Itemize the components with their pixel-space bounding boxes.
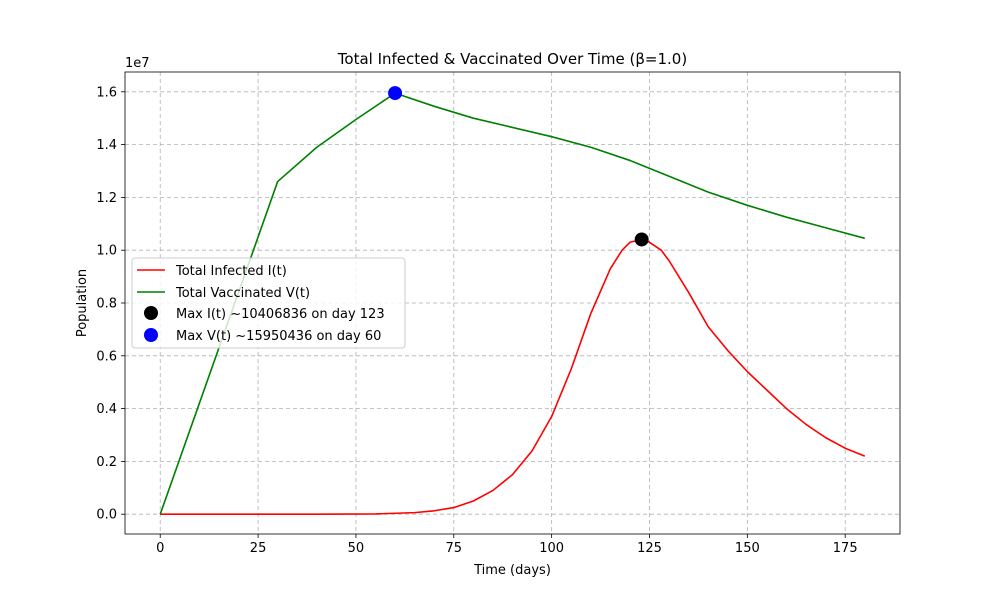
series-line-vaccinated xyxy=(159,92,865,515)
legend-label-max-infected: Max I(t) ~10406836 on day 123 xyxy=(176,307,385,322)
y-tick-label: 0.0 xyxy=(96,508,117,523)
x-tick-label: 175 xyxy=(833,541,858,556)
y-tick-label: 1.4 xyxy=(96,138,117,153)
legend-label-vaccinated: Total Vaccinated V(t) xyxy=(175,286,310,301)
series-line-infected xyxy=(160,238,866,516)
y-offset-label: 1e7 xyxy=(125,56,150,71)
x-tick-label: 150 xyxy=(735,541,760,556)
x-tick-label: 25 xyxy=(250,541,267,556)
max-vaccinated-marker xyxy=(388,86,403,101)
max-infected-marker xyxy=(634,232,649,247)
x-tick-label: 100 xyxy=(539,541,564,556)
tick-layer: 0 25 50 75 100 125 150 175 0.0 0.2 0.4 0.6 0.8 1.0 1.2… xyxy=(96,85,857,556)
marker-layer xyxy=(388,86,649,247)
y-tick-label: 1.2 xyxy=(96,191,117,206)
legend-marker-max-infected xyxy=(144,306,158,320)
series-layer xyxy=(159,92,866,516)
legend-box xyxy=(131,257,406,349)
x-tick-label: 125 xyxy=(637,541,662,556)
x-axis-label: Time (days) xyxy=(473,563,551,578)
x-tick-label: 0 xyxy=(156,541,164,556)
grid-layer xyxy=(125,72,900,534)
legend-marker-max-vaccinated xyxy=(144,328,158,342)
y-axis-label: Population xyxy=(75,269,90,337)
x-tick-label: 75 xyxy=(446,541,463,556)
y-tick-label: 0.2 xyxy=(96,455,117,470)
chart-title: Total Infected & Vaccinated Over Time (β… xyxy=(337,50,687,68)
legend-label-infected: Total Infected I(t) xyxy=(175,264,287,279)
legend: Total Infected I(t) Total Vaccinated V(t… xyxy=(131,257,406,349)
legend-label-max-vaccinated: Max V(t) ~15950436 on day 60 xyxy=(176,329,381,344)
x-tick-label: 50 xyxy=(348,541,365,556)
y-tick-label: 0.8 xyxy=(96,297,117,312)
y-tick-label: 1.6 xyxy=(96,85,117,100)
y-tick-label: 0.4 xyxy=(96,402,117,417)
y-tick-label: 0.6 xyxy=(96,349,117,364)
y-tick-label: 1.0 xyxy=(96,244,117,259)
